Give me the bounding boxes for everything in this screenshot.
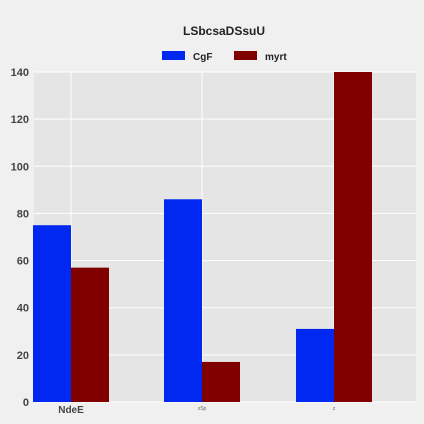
chart-title: LSbcsaDSsuU: [183, 24, 265, 38]
bar-cgf-ndee: [33, 225, 71, 402]
legend-swatch-myrt: [234, 51, 257, 60]
x-axis-ticks: NdeE xSp z: [58, 405, 336, 416]
x-tick-label-xsp: xSp: [198, 406, 207, 412]
y-tick-label-60: 60: [17, 256, 29, 268]
bar-myrt-ndee: [71, 267, 109, 402]
y-tick-label-100: 100: [11, 161, 29, 173]
bar-myrt-xsp: [202, 361, 240, 402]
bar-myrt-z: [334, 72, 372, 402]
y-tick-label-0: 0: [23, 397, 29, 409]
legend-swatch-cgf: [162, 51, 185, 60]
bars: [33, 72, 372, 402]
bar-cgf-z: [296, 328, 334, 402]
y-tick-label-80: 80: [17, 208, 29, 220]
legend: CgF myrt: [162, 51, 287, 63]
x-tick-label-z: z: [333, 406, 336, 412]
y-tick-label-20: 20: [17, 350, 29, 362]
x-tick-label-ndee: NdeE: [58, 405, 84, 416]
legend-label-cgf: CgF: [193, 52, 212, 63]
y-tick-label-140: 140: [11, 67, 29, 79]
y-tick-label-40: 40: [17, 303, 29, 315]
legend-label-myrt: myrt: [265, 52, 287, 63]
y-axis-ticks: 0 20 40 60 80 100 120 140: [11, 67, 29, 409]
y-tick-label-120: 120: [11, 114, 29, 126]
bar-cgf-xsp: [164, 199, 202, 402]
